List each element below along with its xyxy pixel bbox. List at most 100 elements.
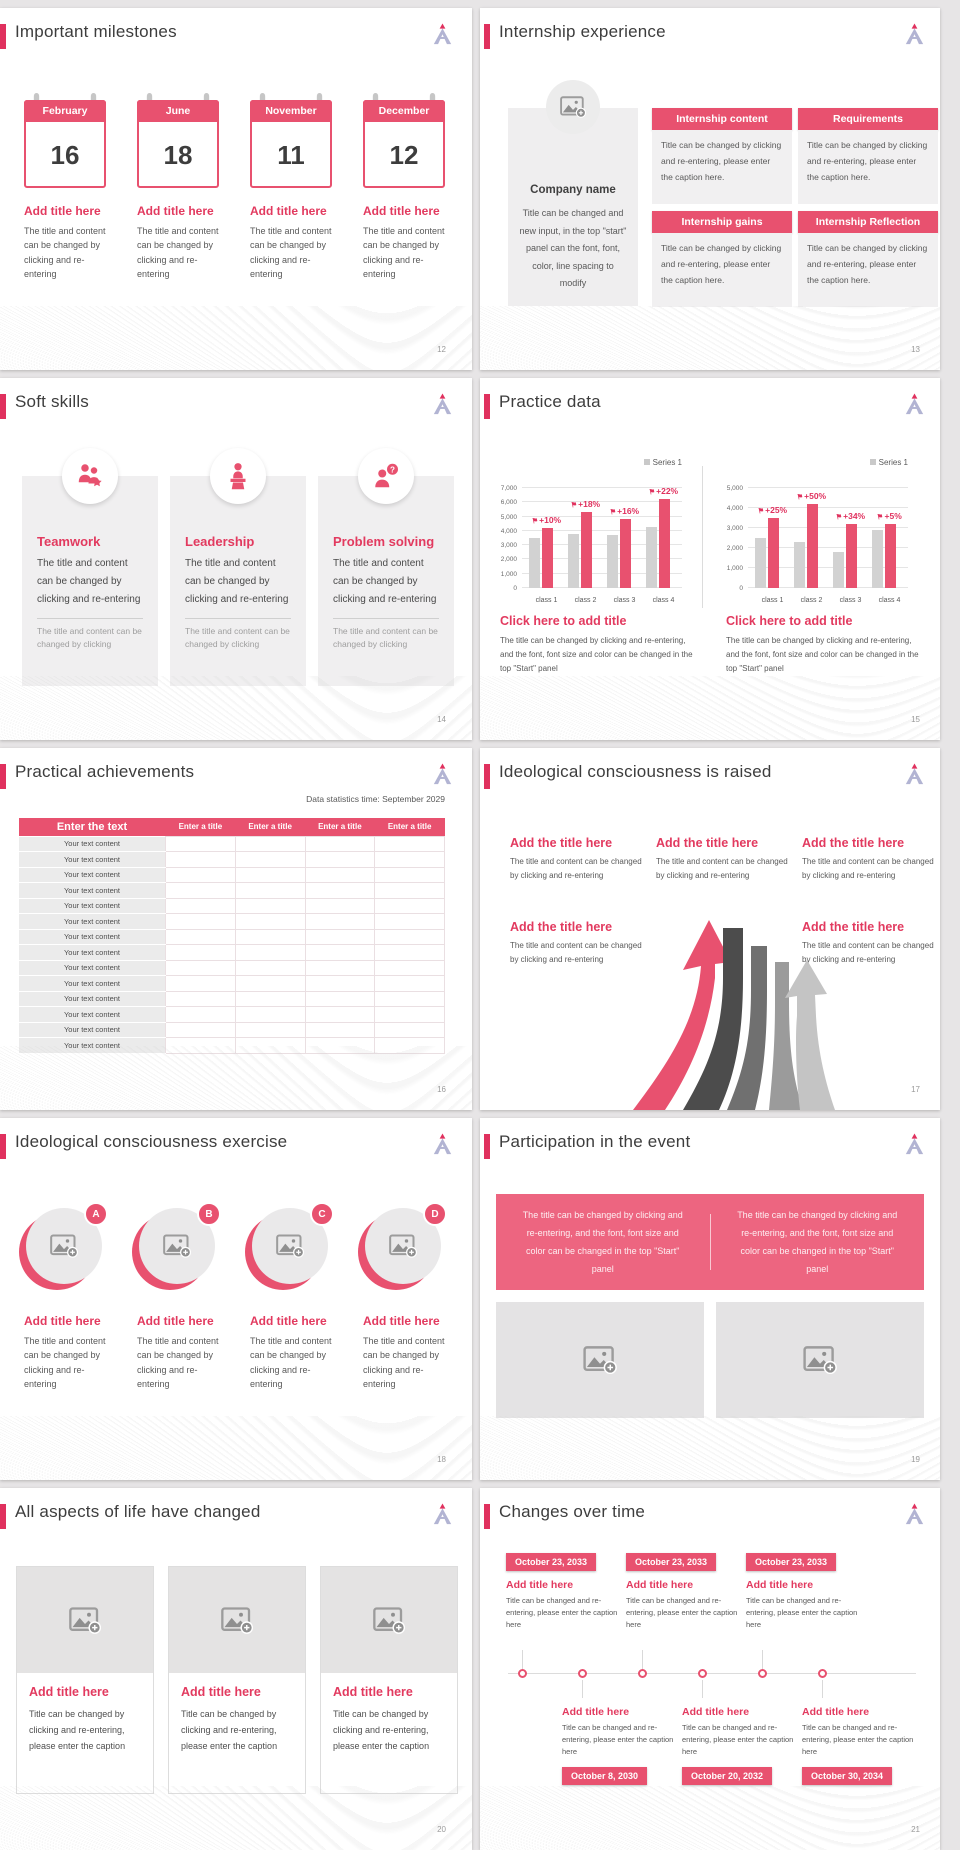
table-row: Your text content	[18, 1021, 445, 1038]
x-category-label: class 3	[839, 597, 862, 604]
timeline-connector	[762, 1650, 763, 1669]
skill-card: Teamwork The title and content can be ch…	[22, 448, 158, 686]
calendar-month: February	[24, 100, 106, 122]
y-tick-label: 6,000	[500, 499, 517, 507]
bar-series2	[619, 519, 631, 588]
item-heading: Add title here	[24, 204, 101, 218]
bar-percent-label: ⚑+25%	[757, 505, 788, 516]
slide-thumbnail-20[interactable]: All aspects of life have changed Add tit…	[0, 1488, 472, 1850]
item-body: The title and content can be changed by …	[250, 1336, 332, 1390]
timeline-item-bottom: Add title here Title can be changed and …	[562, 1706, 674, 1785]
image-placeholder-icon	[389, 1234, 417, 1258]
item-body: The title and content can be changed by …	[250, 226, 332, 280]
timeline-node	[758, 1669, 767, 1678]
bar-series1	[528, 538, 540, 588]
table-row: Your text content	[18, 1006, 445, 1023]
legend-marker	[869, 459, 876, 465]
y-tick-label: 5,000	[726, 485, 743, 492]
bar-percent-label: ⚑+10%	[531, 515, 562, 526]
decorative-waves	[0, 1416, 472, 1480]
image-placeholder	[17, 1567, 153, 1673]
bar-series2	[767, 518, 779, 588]
text-block: Add the title here The title and content…	[802, 920, 934, 966]
gridline	[522, 515, 682, 517]
company-card: Company name Title can be changed and ne…	[508, 108, 638, 306]
image-placeholder-icon	[373, 1607, 405, 1634]
item-body: Title can be changed and re-entering, pl…	[562, 1723, 674, 1756]
exercise-item-visual: B	[132, 1202, 221, 1292]
x-category-label: class 4	[652, 597, 675, 604]
info-box-heading: Internship content	[652, 108, 792, 130]
y-tick-label: 1,000	[726, 565, 743, 572]
image-placeholder	[169, 1567, 305, 1673]
slide-thumbnail-18[interactable]: Ideological consciousness exercise A B C…	[0, 1118, 472, 1480]
decorative-waves	[0, 306, 472, 370]
timeline-item-bottom: Add title here Title can be changed and …	[682, 1706, 794, 1785]
milestone-card: December 12 Add title here The title and…	[363, 93, 445, 282]
title-accent-bar	[0, 394, 6, 419]
bar-series1	[754, 538, 766, 588]
problem-solving-icon	[371, 461, 401, 491]
bar-percent-label: ⚑+5%	[876, 511, 902, 522]
gridline	[522, 587, 682, 588]
block-body: The title and content can be changed by …	[510, 941, 642, 964]
block-heading: Add the title here	[510, 836, 613, 850]
skill-footnote: The title and content can be changed by …	[37, 626, 142, 650]
divider	[333, 618, 439, 619]
chart-caption-heading: Click here to add title	[726, 614, 853, 628]
title-accent-bar	[484, 24, 490, 49]
bar-percent-label: ⚑+34%	[835, 511, 866, 522]
bar-series2	[884, 524, 896, 588]
date-badge: October 30, 2034	[802, 1767, 893, 1785]
page-number: 15	[911, 715, 920, 724]
table-row: Your text content	[18, 897, 445, 914]
brand-logo-icon	[901, 1131, 928, 1158]
exercise-item-text: Add title here The title and content can…	[250, 1314, 342, 1392]
slide-thumbnail-21[interactable]: Changes over time October 23, 2033 Add t…	[480, 1488, 940, 1850]
gridline	[748, 567, 908, 568]
info-box-heading: Requirements	[798, 108, 938, 130]
bar-chart: 0 1,000 2,000 3,000 4,000 5,000 ⚑+25% class 1 ⚑+…	[720, 472, 910, 604]
card-body: Title can be changed by clicking and re-…	[29, 1709, 126, 1752]
x-category-label: class 2	[800, 597, 823, 604]
image-placeholder-icon	[276, 1234, 304, 1258]
calendar-day: 12	[389, 139, 419, 170]
bar-series1	[606, 535, 618, 588]
gridline	[748, 507, 908, 508]
slide-thumbnail-14[interactable]: Soft skills Teamwork The title and conte…	[0, 378, 472, 740]
timeline-node	[818, 1669, 827, 1678]
slide-thumbnail-15[interactable]: Practice data Series 1 0 1,000 2,000 3,000 4…	[480, 378, 940, 740]
image-placeholder-icon	[583, 1346, 617, 1374]
slide-thumbnail-19[interactable]: Participation in the event The title can…	[480, 1118, 940, 1480]
item-body: The title and content can be changed by …	[137, 226, 219, 280]
skill-heading: Problem solving	[333, 534, 435, 549]
table-row: Your text content	[18, 944, 445, 961]
letter-badge: A	[84, 1202, 108, 1226]
title-accent-bar	[0, 1504, 6, 1529]
slide-thumbnail-17[interactable]: Ideological consciousness is raised Add …	[480, 748, 940, 1110]
gridline	[748, 527, 908, 528]
slide-title: Important milestones	[15, 22, 177, 41]
table-row: Your text content	[18, 928, 445, 945]
table-header-main: Enter the text	[18, 818, 166, 836]
slide-thumbnail-13[interactable]: Internship experience Company name Title…	[480, 8, 940, 370]
date-badge: October 23, 2033	[626, 1553, 717, 1571]
text-block: Add the title here The title and content…	[510, 920, 642, 966]
slide-thumbnail-16[interactable]: Practical achievements Data statistics t…	[0, 748, 472, 1110]
item-heading: Add title here	[746, 1579, 814, 1591]
slide-thumbnail-12[interactable]: Important milestones February 16 Add tit…	[0, 8, 472, 370]
milestone-card: February 16 Add title here The title and…	[24, 93, 106, 282]
slide-title: Soft skills	[15, 392, 89, 411]
page-number: 13	[911, 345, 920, 354]
card-heading: Add title here	[181, 1685, 261, 1699]
bar-series2	[658, 499, 670, 588]
timeline-item-top: October 23, 2033 Add title here Title ca…	[626, 1552, 738, 1631]
item-body: Title can be changed and re-entering, pl…	[802, 1723, 914, 1756]
decorative-waves	[480, 1786, 940, 1850]
table-row: Your text content	[18, 835, 445, 852]
y-tick-label: 3,000	[500, 542, 517, 550]
exercise-item-visual: D	[358, 1202, 447, 1292]
gridline	[748, 487, 908, 488]
calendar-month: December	[363, 100, 445, 122]
